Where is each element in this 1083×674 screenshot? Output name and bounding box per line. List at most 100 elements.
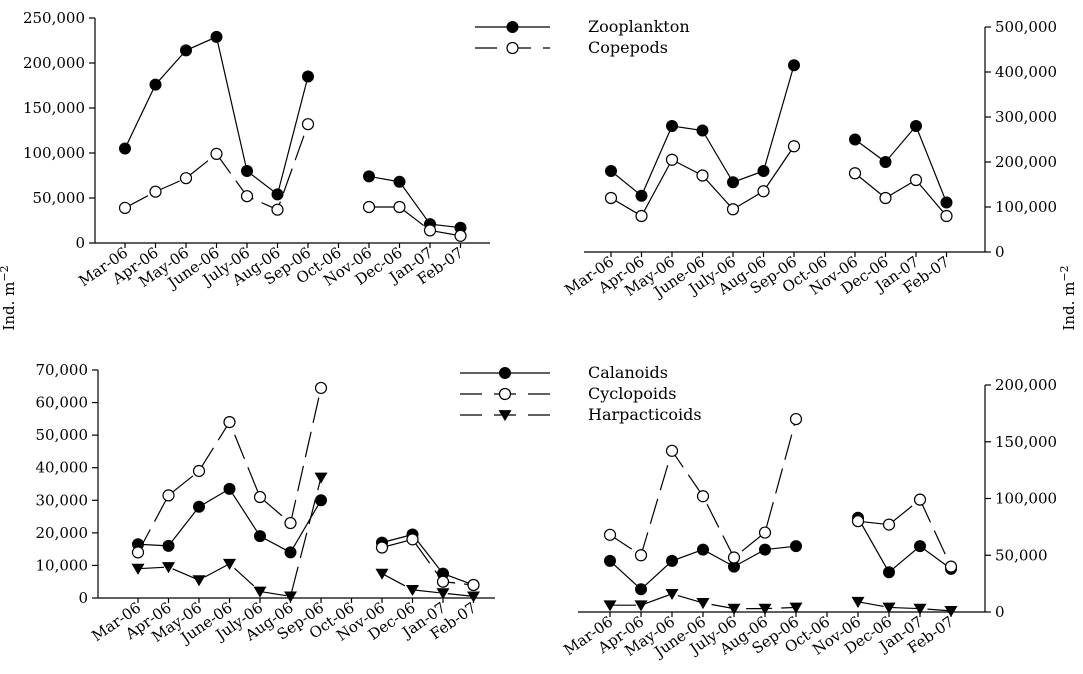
- data-point-copepods-marker: [240, 190, 254, 203]
- data-point-calanoids-marker: [604, 554, 616, 567]
- data-point-zooplankton-marker: [727, 176, 739, 189]
- data-point-cyclopoids-marker: [406, 533, 419, 546]
- data-point-harpacticoids-marker: [162, 562, 175, 574]
- data-point-copepods-marker: [210, 147, 223, 160]
- legend-label: Harpacticoids: [588, 405, 702, 424]
- data-point-calanoids-marker: [254, 530, 266, 543]
- data-point-calanoids-marker: [666, 554, 678, 567]
- legend-label: Copepods: [588, 38, 668, 57]
- y-tick-label: 40,000: [36, 459, 89, 477]
- series-line: [854, 172, 947, 217]
- data-point-copepods-marker: [665, 153, 679, 166]
- data-point-copepods-marker: [604, 191, 618, 205]
- data-point-harpacticoids-marker: [851, 596, 865, 608]
- series-calanoids-bottom-right: [604, 511, 957, 596]
- data-point-calanoids-marker: [697, 543, 709, 556]
- y-tick-label: 60,000: [36, 394, 89, 412]
- data-point-zooplankton-marker: [241, 165, 253, 177]
- data-point-cyclopoids-marker: [375, 541, 389, 554]
- data-point-calanoids-marker: [223, 482, 236, 495]
- data-point-cyclopoids-marker: [851, 515, 865, 528]
- data-point-calanoids-marker: [759, 543, 771, 556]
- data-point-calanoids-marker: [635, 583, 647, 596]
- data-point-cyclopoids-marker: [131, 546, 145, 559]
- data-point-cyclopoids-marker: [162, 489, 175, 502]
- data-point-cyclopoids-marker: [665, 444, 679, 457]
- data-point-zooplankton-marker: [149, 78, 162, 91]
- chart-top-right: 0100,000200,000300,000400,000500,000Mar-…: [561, 18, 1057, 302]
- data-point-copepods-marker: [454, 229, 467, 242]
- data-point-zooplankton-marker: [696, 124, 709, 137]
- axes-layer: 050,000100,000150,000200,000250,000Mar-0…: [23, 9, 1057, 662]
- data-point-harpacticoids-marker: [223, 558, 236, 570]
- data-point-calanoids-marker: [914, 540, 926, 553]
- series-line: [857, 517, 952, 574]
- legend-marker: [498, 410, 512, 422]
- series-line: [124, 36, 309, 196]
- data-point-cyclopoids-marker: [634, 549, 648, 562]
- data-point-copepods-marker: [393, 200, 406, 214]
- legend-label: Zooplankton: [588, 17, 690, 36]
- data-point-cyclopoids-marker: [789, 412, 803, 426]
- data-point-zooplankton-marker: [119, 142, 131, 155]
- data-point-calanoids-marker: [193, 500, 205, 513]
- series-cyclopoids-bottom-left: [131, 381, 480, 592]
- data-point-cyclopoids-marker: [758, 526, 772, 539]
- data-point-copepods-marker: [118, 201, 132, 214]
- data-point-zooplankton-marker: [635, 189, 648, 202]
- series-line: [854, 124, 948, 203]
- y-tick-label: 0: [78, 589, 88, 607]
- series-copepods-top-left: [118, 118, 467, 242]
- legend-label: Calanoids: [588, 363, 668, 382]
- data-point-zooplankton-marker: [910, 120, 922, 132]
- y-tick-label: 50,000: [33, 189, 86, 207]
- y-tick-label: 0: [75, 234, 85, 252]
- data-point-harpacticoids-marker: [131, 563, 145, 575]
- data-point-harpacticoids-marker: [192, 575, 206, 587]
- y-tick-label: 100,000: [995, 198, 1057, 216]
- legend-layer: Zooplankton Copepods Calanoids Cyclopoids Ha…: [460, 17, 702, 424]
- data-point-zooplankton-marker: [393, 175, 406, 188]
- data-point-calanoids-marker: [883, 566, 895, 579]
- legend-item-harpacticoids: Harpacticoids: [460, 405, 702, 424]
- y-tick-label: 50,000: [995, 546, 1048, 564]
- series-line: [857, 601, 952, 612]
- y-axis-title-exponent: −2: [1058, 265, 1071, 281]
- data-point-harpacticoids-marker: [913, 603, 927, 615]
- data-point-calanoids-marker: [315, 494, 327, 507]
- data-point-cyclopoids-marker: [253, 490, 267, 504]
- y-tick-label: 0: [995, 603, 1005, 621]
- data-point-copepods-marker: [757, 185, 770, 198]
- data-point-cyclopoids-marker: [727, 551, 741, 564]
- y-axis-title-base: Ind. m: [1060, 282, 1078, 331]
- data-point-cyclopoids-marker: [913, 493, 927, 506]
- data-point-harpacticoids-marker: [284, 591, 297, 603]
- series-zooplankton-top-right: [605, 59, 953, 209]
- series-harpacticoids-bottom-right: [603, 588, 958, 618]
- series-line: [857, 498, 952, 567]
- y-tick-label: 10,000: [36, 556, 89, 574]
- data-point-harpacticoids-marker: [253, 586, 267, 598]
- data-point-cyclopoids-marker: [314, 381, 328, 395]
- data-point-harpacticoids-marker: [406, 584, 419, 597]
- data-point-cyclopoids-marker: [192, 464, 206, 478]
- y-tick-label: 200,000: [995, 376, 1057, 394]
- data-point-harpacticoids-marker: [696, 598, 710, 610]
- series-layer: [118, 30, 958, 618]
- data-point-cyclopoids-marker: [944, 560, 958, 573]
- data-point-zooplankton-marker: [849, 133, 861, 146]
- data-point-harpacticoids-marker: [375, 568, 389, 580]
- data-point-zooplankton-marker: [302, 70, 314, 83]
- y-tick-label: 30,000: [36, 491, 89, 509]
- y-tick-label: 400,000: [995, 63, 1057, 81]
- data-point-calanoids-marker: [284, 546, 297, 559]
- data-point-cyclopoids-marker: [284, 516, 297, 530]
- y-tick-label: 150,000: [23, 99, 85, 117]
- data-point-cyclopoids-marker: [436, 575, 450, 588]
- data-point-zooplankton-marker: [605, 165, 617, 177]
- data-point-zooplankton-marker: [210, 30, 223, 43]
- data-point-copepods-marker: [635, 209, 648, 223]
- data-point-zooplankton-marker: [879, 156, 892, 168]
- series-line: [381, 538, 474, 586]
